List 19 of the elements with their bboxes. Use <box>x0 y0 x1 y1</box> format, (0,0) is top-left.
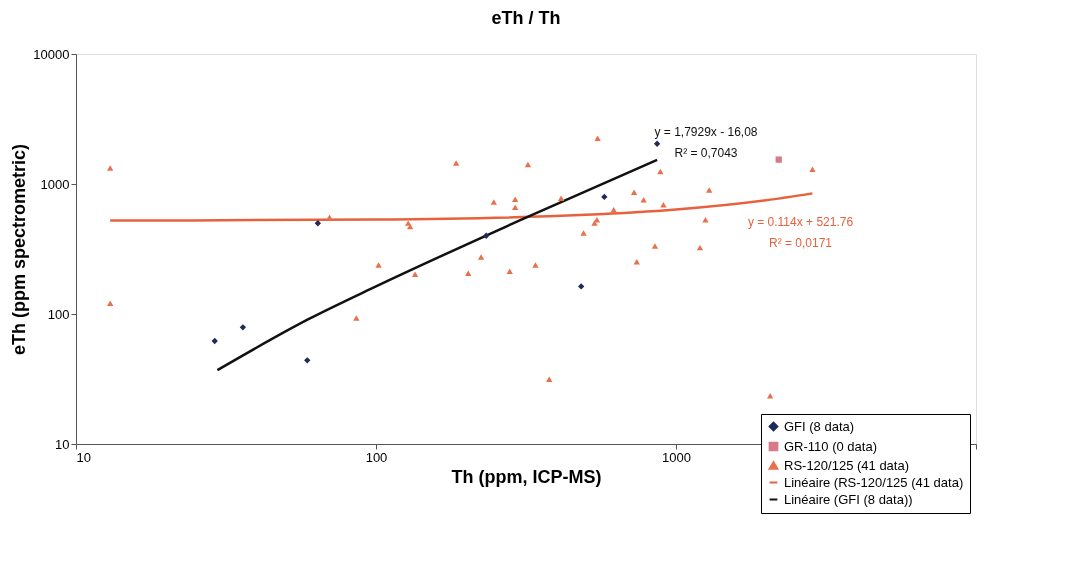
y-tick-label: 10 <box>55 436 70 452</box>
annotation: y = 0.114x + 521.76 <box>747 214 854 229</box>
chart-title: eTh / Th <box>491 8 561 28</box>
annotation: y = 1,7929x - 16,08 <box>654 125 758 139</box>
legend-label: Linéaire (GFI (8 data)) <box>784 491 913 507</box>
legend-label: GFI (8 data) <box>784 418 855 434</box>
y-tick-label: 10000 <box>33 46 70 62</box>
x-tick-label: 10 <box>76 449 91 465</box>
x-axis-title: Th (ppm, ICP-MS) <box>451 466 602 487</box>
y-tick-label: 100 <box>47 306 70 322</box>
annotation: R² = 0,0171 <box>768 236 833 251</box>
legend-label: GR-110 (0 data) <box>784 438 877 454</box>
y-axis-title: eTh (ppm spectrometric) <box>9 143 30 356</box>
y-tick-label: 1000 <box>40 176 70 192</box>
legend-label: Linéaire (RS-120/125 (41 data) <box>784 474 964 490</box>
legend-label: RS-120/125 (41 data) <box>784 457 910 473</box>
x-tick-label: 1000 <box>662 449 691 465</box>
x-tick-label: 100 <box>365 449 388 465</box>
annotation: R² = 0,7043 <box>674 146 738 161</box>
